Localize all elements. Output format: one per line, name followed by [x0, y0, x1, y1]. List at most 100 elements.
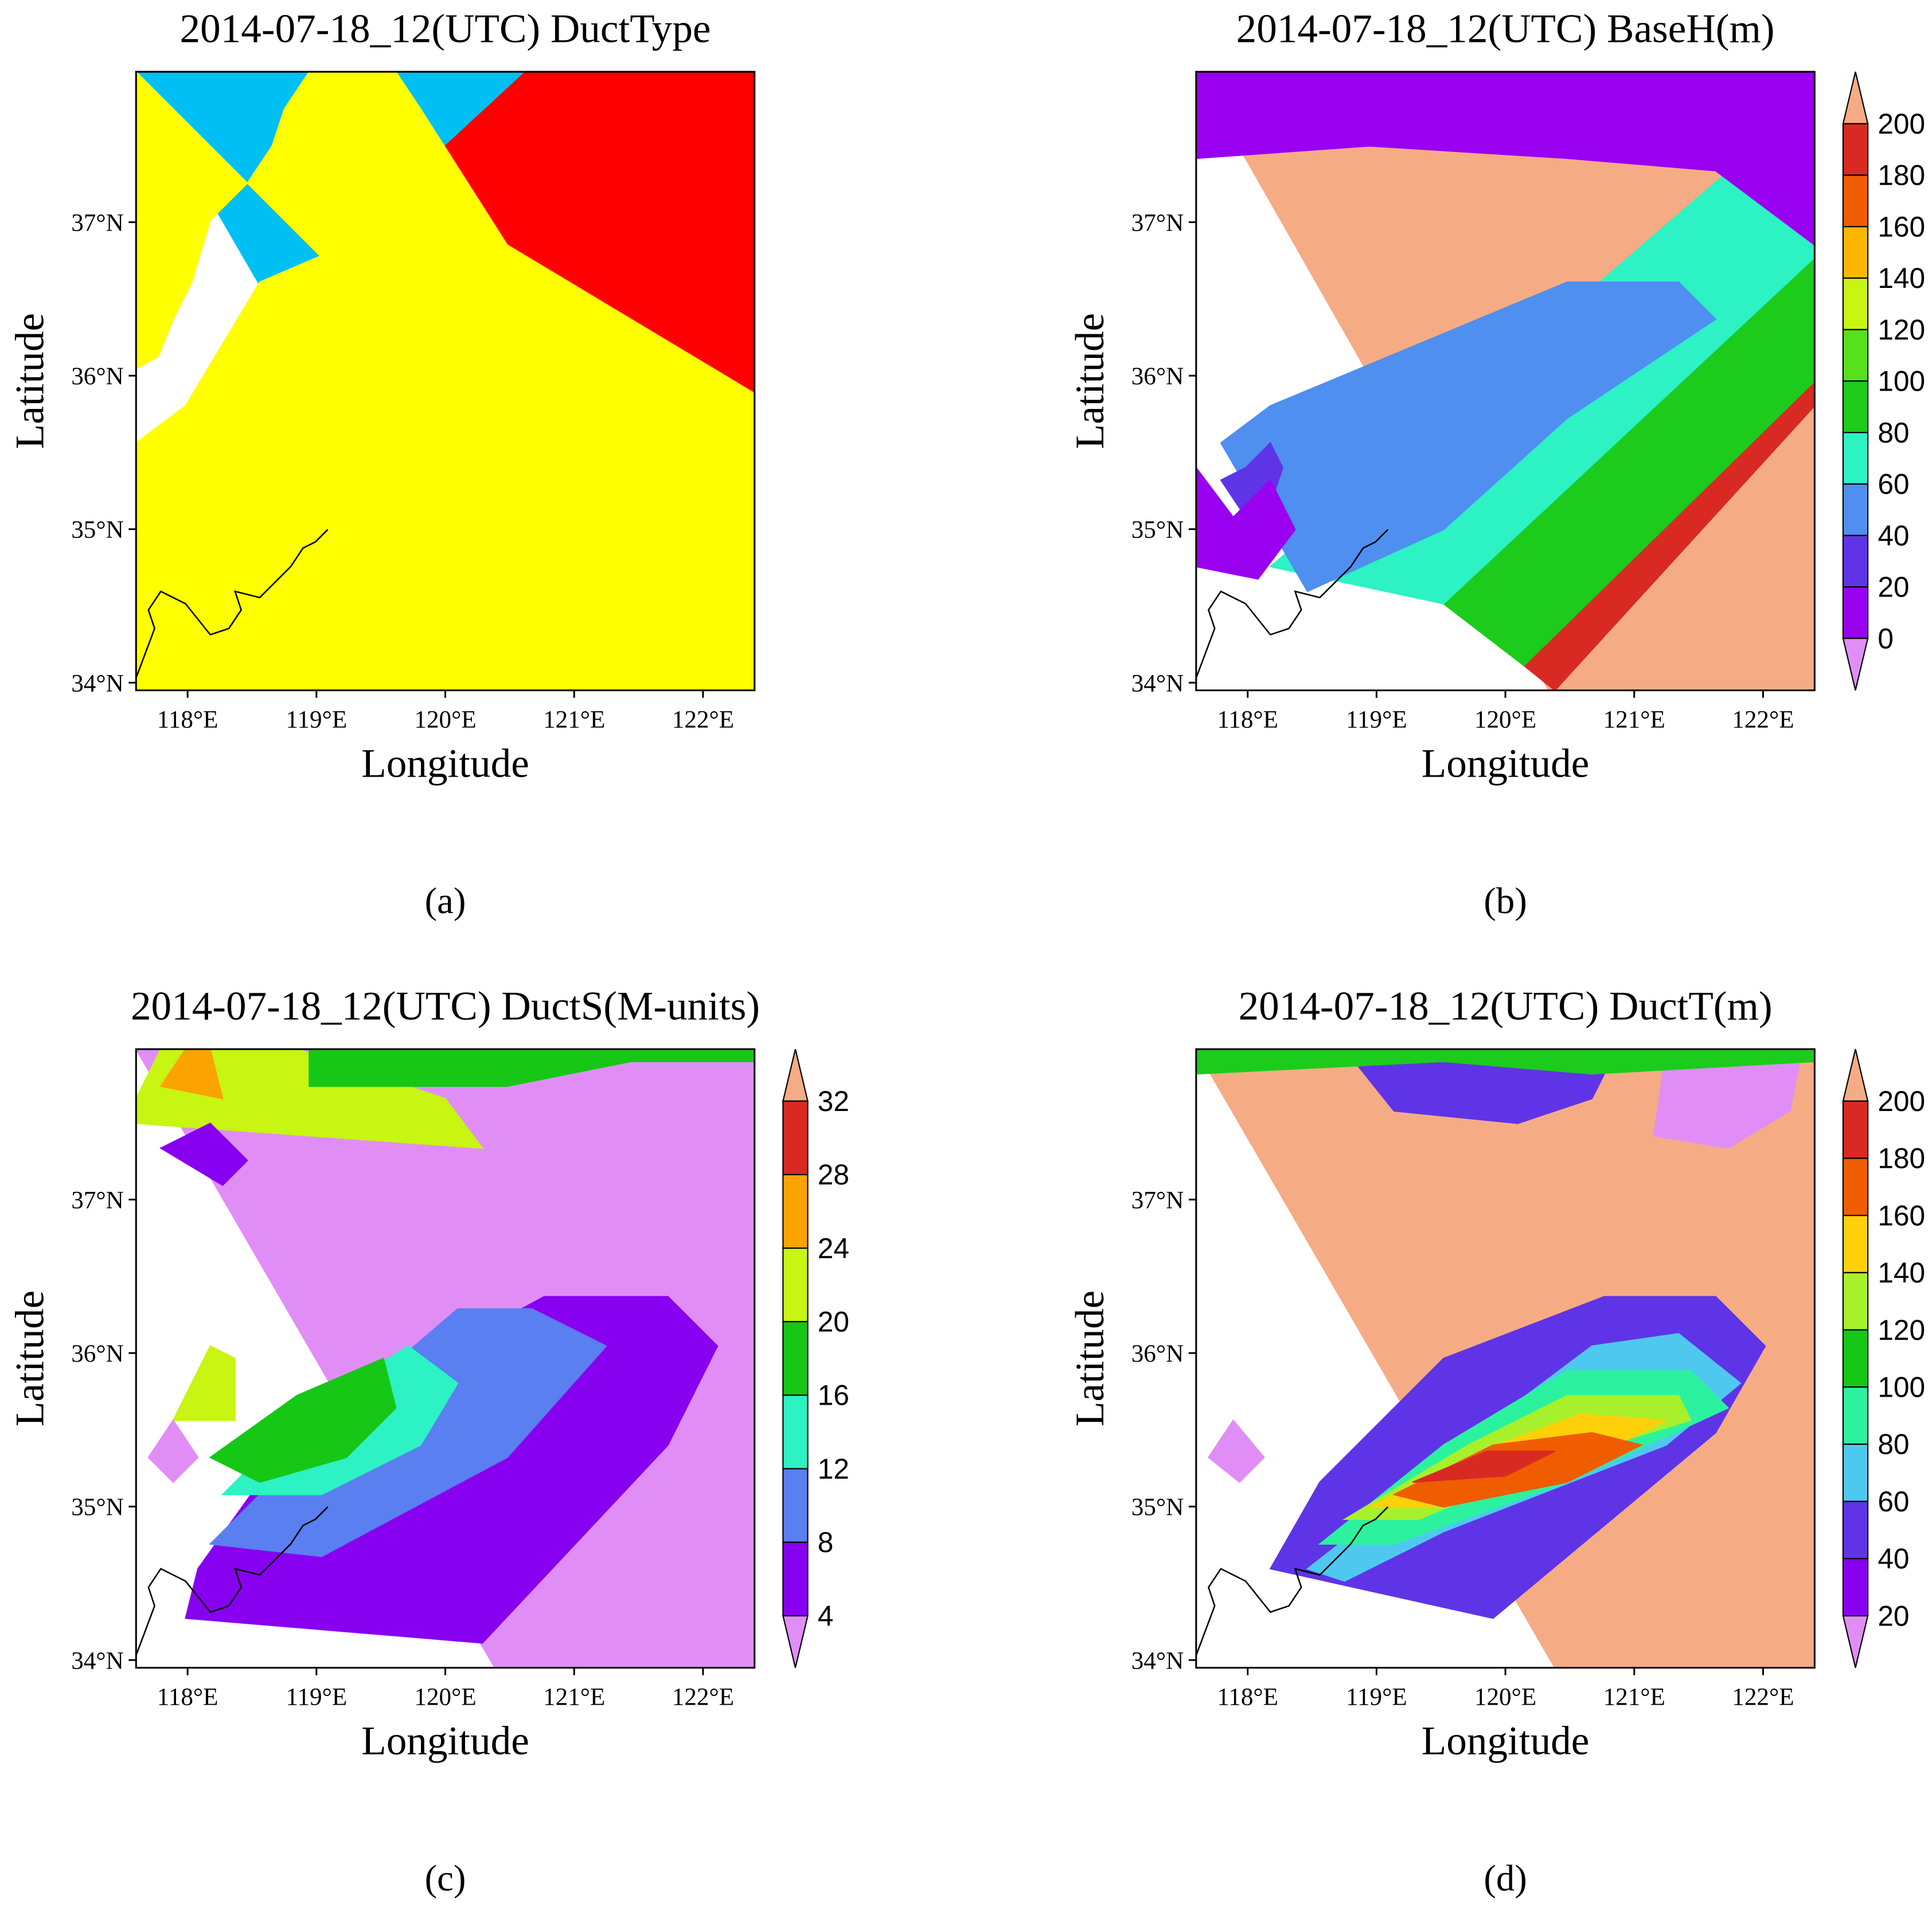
y-tick-label: 34°N [1131, 670, 1184, 697]
colorbar: 20 40 60 80 100 120 140 160 180 200 [1842, 1048, 1925, 1668]
colorbar-label: 20 [1878, 571, 1909, 603]
x-axis-label: Longitude [361, 742, 529, 786]
y-tick-label: 35°N [1131, 517, 1184, 544]
colorbar-bin [1842, 1386, 1869, 1445]
y-tick-label: 37°N [71, 209, 124, 236]
y-axis-label: Latitude [7, 313, 52, 449]
colorbar-label: 160 [1878, 211, 1925, 243]
x-tick-label: 119°E [1346, 706, 1407, 733]
y-axis-label: Latitude [7, 1291, 52, 1426]
x-axis-label: Longitude [1422, 1719, 1590, 1764]
coastline [1195, 529, 1389, 679]
colorbar-label: 140 [1878, 262, 1925, 294]
colorbar-label: 20 [818, 1306, 849, 1338]
y-tick-label: 37°N [71, 1187, 124, 1214]
colorbar-bin [1842, 586, 1869, 640]
colorbar-bin [782, 1321, 809, 1396]
colorbar-bin [1842, 329, 1869, 382]
colorbar-label: 0 [1878, 622, 1894, 654]
x-tick-label: 122°E [1732, 1683, 1794, 1710]
y-tick-label: 34°N [71, 1647, 124, 1674]
colorbar-bin [1842, 123, 1869, 176]
colorbar-bin [1842, 483, 1869, 536]
panel-title: 2014-07-18_12(UTC) DuctT(m) [1239, 984, 1773, 1028]
colorbar-bin [1842, 1215, 1869, 1273]
colorbar: 4 8 12 16 20 24 28 32 [782, 1048, 849, 1668]
colorbar-label: 4 [818, 1600, 834, 1632]
panel-caption: (c) [425, 1857, 466, 1899]
x-tick-label: 120°E [414, 1683, 476, 1710]
colorbar-bin [782, 1100, 809, 1175]
colorbar-min-arrow [1842, 1615, 1869, 1668]
y-tick-label: 36°N [71, 363, 124, 390]
colorbar-label: 24 [818, 1232, 849, 1264]
y-tick-label: 36°N [1131, 363, 1184, 390]
colorbar-label: 60 [1878, 468, 1909, 500]
x-tick-label: 119°E [286, 706, 347, 733]
colorbar-label: 180 [1878, 1143, 1925, 1175]
colorbar-bin [1842, 1272, 1869, 1331]
x-tick-label: 119°E [286, 1683, 347, 1710]
field-regions [135, 1048, 755, 1669]
colorbar-bin [1842, 1157, 1869, 1217]
colorbar-bin [1842, 226, 1869, 279]
colorbar-label: 120 [1878, 1314, 1925, 1346]
colorbar-label: 8 [818, 1526, 834, 1558]
colorbar-min-arrow [782, 1615, 809, 1668]
map-panel: 2014-07-18_12(UTC) DuctT(m) 118°E 119°E 120… [1068, 984, 1925, 1899]
panel-caption: (b) [1484, 880, 1527, 921]
colorbar-label: 28 [818, 1159, 849, 1191]
field-region [172, 1345, 236, 1421]
y-tick-label: 35°N [71, 1494, 124, 1521]
colorbar-label: 12 [818, 1453, 849, 1485]
panel-caption: (a) [425, 880, 466, 921]
coastline [135, 1506, 329, 1656]
x-tick-label: 120°E [1474, 1683, 1536, 1710]
x-tick-label: 122°E [672, 706, 734, 733]
colorbar-bin [1842, 277, 1869, 330]
colorbar-max-arrow [1842, 71, 1869, 124]
colorbar-bin [1842, 1500, 1869, 1560]
colorbar-label: 32 [818, 1085, 849, 1117]
coastline [135, 529, 329, 679]
x-tick-label: 122°E [1732, 706, 1794, 733]
colorbar-bin [1842, 1100, 1869, 1159]
x-axis-label: Longitude [361, 1719, 529, 1764]
y-axis-label: Latitude [1068, 1291, 1113, 1426]
y-tick-label: 35°N [1131, 1494, 1184, 1521]
colorbar-label: 20 [1878, 1600, 1909, 1632]
panel-title: 2014-07-18_12(UTC) BaseH(m) [1236, 6, 1775, 51]
colorbar-bin [1842, 535, 1869, 588]
y-tick-label: 34°N [1131, 1647, 1184, 1674]
colorbar-bin [1842, 432, 1869, 485]
x-tick-label: 120°E [414, 706, 476, 733]
colorbar-bin [782, 1541, 809, 1617]
map-panel: 2014-07-18_12(UTC) DuctS(M-units) 118°E 11… [7, 984, 849, 1899]
field-region [568, 213, 632, 264]
map-panel: 2014-07-18_12(UTC) BaseH(m) 118°E 119°E 120… [1068, 6, 1925, 921]
colorbar-bin [1842, 380, 1869, 434]
colorbar-bin [1842, 1558, 1869, 1617]
x-tick-label: 122°E [672, 1683, 734, 1710]
field-region [209, 1357, 397, 1483]
colorbar-label: 80 [1878, 416, 1909, 449]
x-tick-label: 120°E [1474, 706, 1536, 733]
map-panel: 2014-07-18_12(UTC) DuctType 118°E 119°E 120… [7, 6, 756, 921]
y-tick-label: 34°N [71, 670, 124, 697]
field-regions [1195, 71, 1816, 692]
colorbar-label: 100 [1878, 1371, 1925, 1403]
colorbar-max-arrow [1842, 1048, 1869, 1102]
x-tick-label: 118°E [1217, 1683, 1278, 1710]
x-tick-label: 121°E [1603, 706, 1665, 733]
field-region [1220, 281, 1717, 593]
x-tick-label: 121°E [543, 706, 605, 733]
y-tick-label: 36°N [1131, 1340, 1184, 1367]
field-region [159, 1122, 248, 1186]
colorbar-bin [1842, 174, 1869, 228]
colorbar-bin [782, 1248, 809, 1323]
field-regions [1195, 1048, 1816, 1669]
x-tick-label: 121°E [1603, 1683, 1665, 1710]
field-regions [135, 70, 755, 692]
x-tick-label: 118°E [157, 706, 218, 733]
